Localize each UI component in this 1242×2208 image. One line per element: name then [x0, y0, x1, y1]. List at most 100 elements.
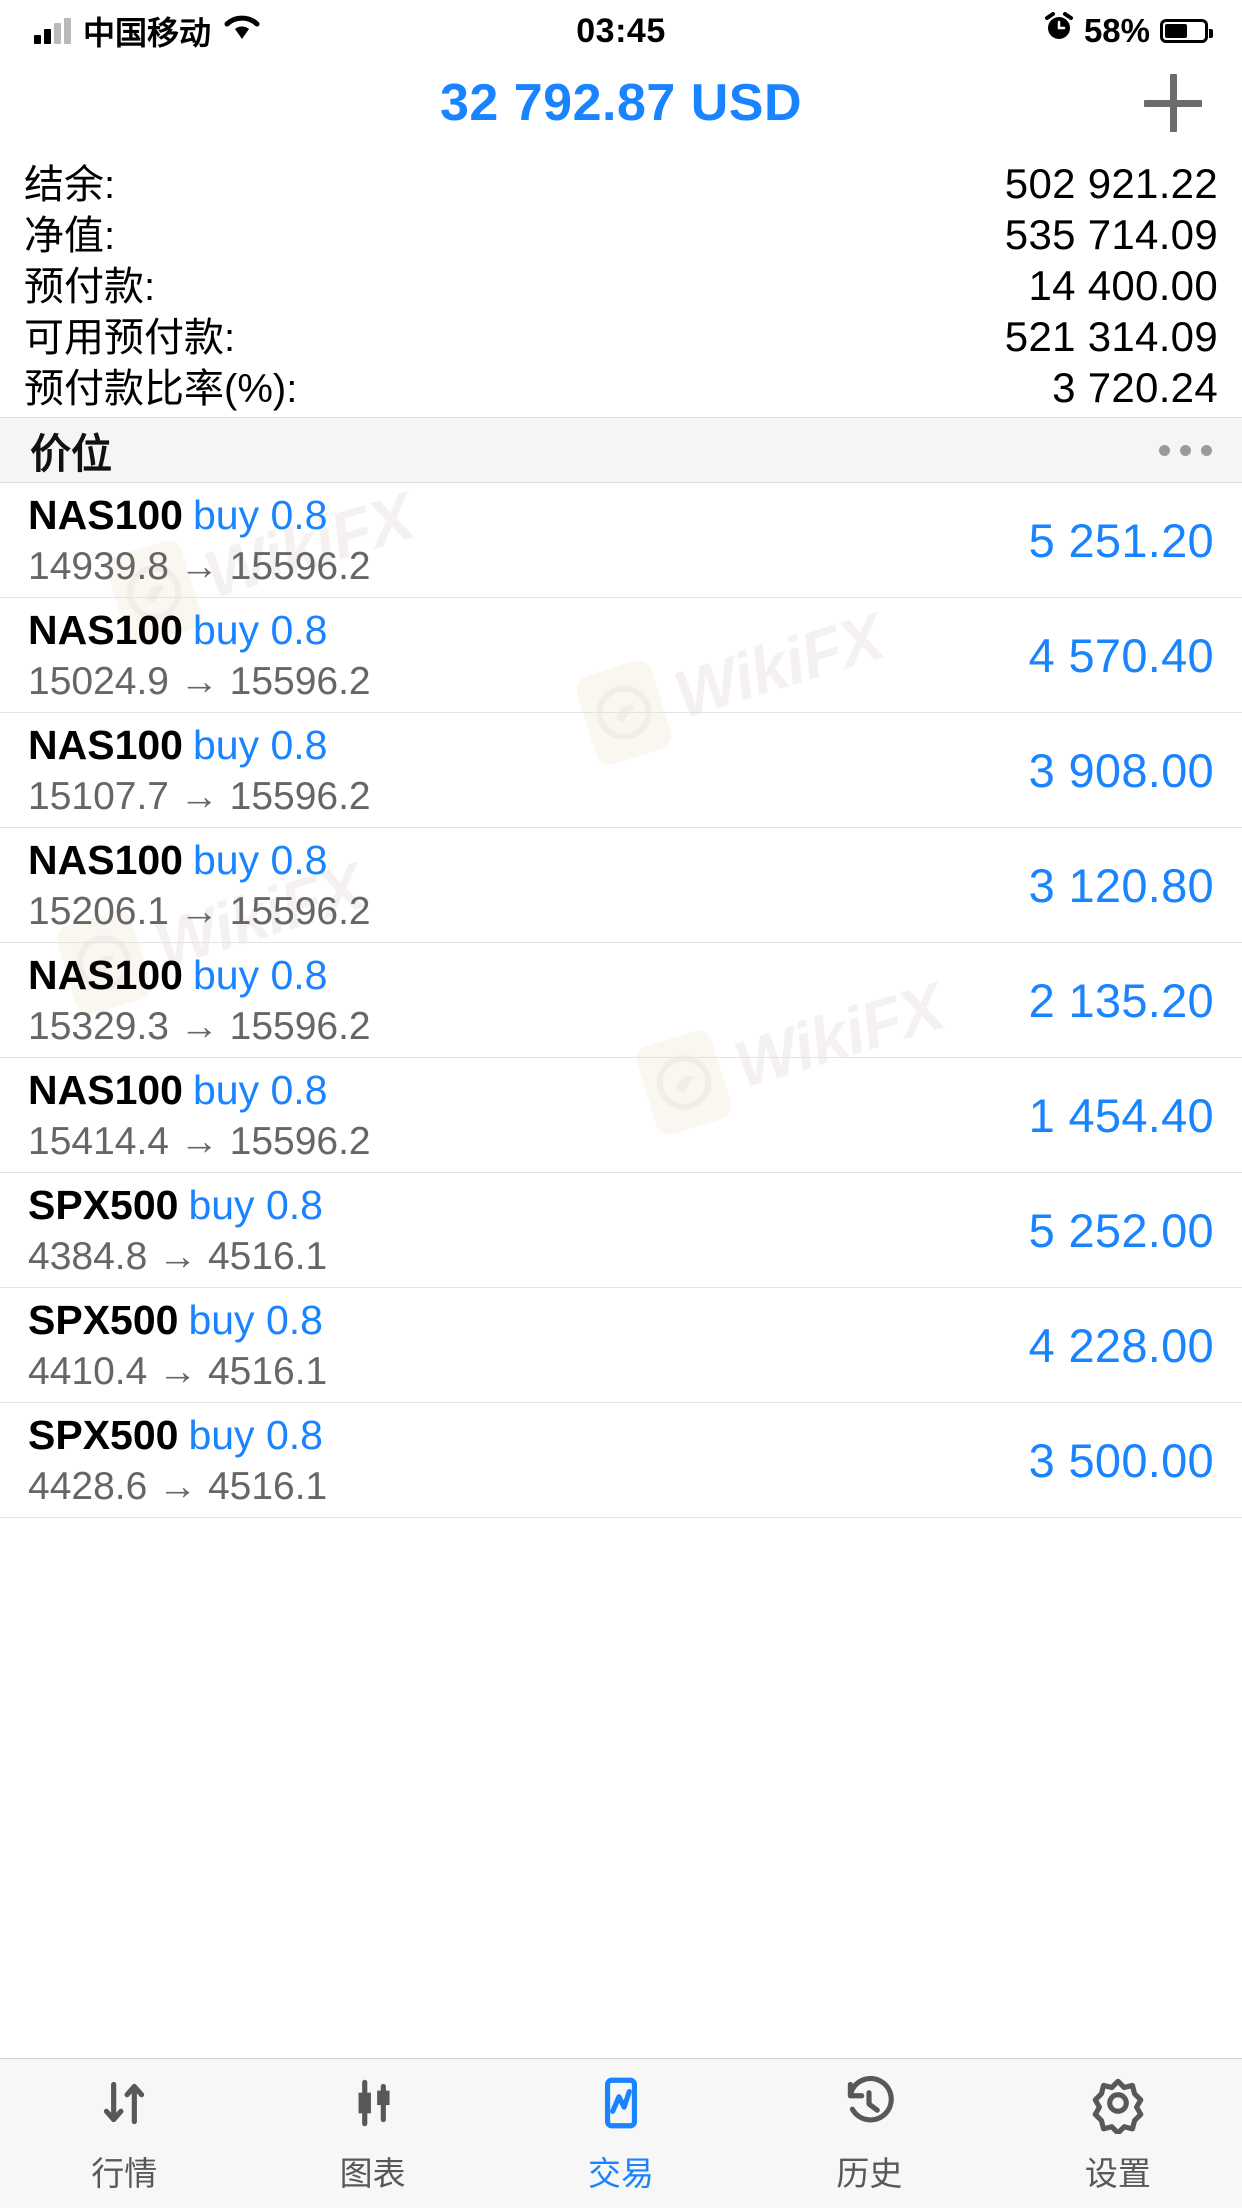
position-profit: 3 500.00: [1028, 1433, 1214, 1487]
position-profit: 4 228.00: [1028, 1318, 1214, 1372]
battery-icon: [1160, 19, 1213, 43]
position-prices: 14939.8 → 15596.2: [28, 544, 371, 588]
trade-line-chart-icon: [590, 2072, 652, 2139]
position-row[interactable]: NAS100 buy 0.8 14939.8 → 15596.2 5 251.20: [0, 483, 1242, 598]
position-prices: 15206.1 → 15596.2: [28, 889, 371, 933]
tab-label: 历史: [836, 2155, 903, 2192]
position-title: NAS100 buy 0.8: [28, 492, 371, 539]
tab-trade[interactable]: 交易: [497, 2059, 745, 2208]
positions-section-title: 价位: [30, 431, 112, 477]
position-title: NAS100 buy 0.8: [28, 607, 371, 654]
position-prices: 4428.6 → 4516.1: [28, 1464, 328, 1508]
summary-row: 净值: 535 714.09: [24, 203, 1218, 258]
wifi-icon: [223, 12, 261, 50]
position-title: SPX500 buy 0.8: [28, 1412, 327, 1459]
tab-quotes[interactable]: 行情: [0, 2059, 248, 2208]
position-row[interactable]: NAS100 buy 0.8 15024.9 → 15596.2 4 570.40: [0, 598, 1242, 713]
position-profit: 3 120.80: [1028, 858, 1214, 912]
position-row[interactable]: SPX500 buy 0.8 4410.4 → 4516.1 4 228.00: [0, 1288, 1242, 1403]
summary-row: 预付款比率(%): 3 720.24: [24, 356, 1218, 411]
position-profit: 5 252.00: [1028, 1203, 1214, 1257]
position-row[interactable]: SPX500 buy 0.8 4384.8 → 4516.1 5 252.00: [0, 1173, 1242, 1288]
positions-list[interactable]: WikiFX WikiFX WikiFX WikiFX: [0, 483, 1242, 2058]
summary-label: 净值:: [24, 214, 116, 258]
position-symbol: SPX500: [28, 1181, 179, 1228]
tab-settings[interactable]: 设置: [994, 2059, 1242, 2208]
position-side-volume: buy 0.8: [192, 1066, 328, 1113]
position-symbol: NAS100: [28, 1066, 183, 1113]
tab-history[interactable]: 历史: [745, 2059, 993, 2208]
summary-value: 502 921.22: [1004, 160, 1218, 207]
position-info: NAS100 buy 0.8 15414.4 → 15596.2: [28, 1067, 371, 1164]
position-title: NAS100 buy 0.8: [28, 722, 371, 769]
status-bar-left: 中国移动: [34, 8, 261, 54]
status-bar-time: 03:45: [576, 11, 666, 50]
positions-section-header[interactable]: 价位: [0, 417, 1242, 483]
position-info: NAS100 buy 0.8 15206.1 → 15596.2: [28, 837, 371, 934]
position-title: NAS100 buy 0.8: [28, 952, 371, 999]
position-side-volume: buy 0.8: [192, 606, 328, 653]
position-prices: 15024.9 → 15596.2: [28, 659, 371, 703]
position-side-volume: buy 0.8: [192, 951, 328, 998]
account-balance-title: 32 792.87 USD: [439, 74, 803, 132]
position-side-volume: buy 0.8: [188, 1296, 323, 1343]
candlestick-chart-icon: [342, 2072, 404, 2139]
bottom-tab-bar: 行情 图表 交易 历史 设置: [0, 2058, 1242, 2208]
summary-value: 14 400.00: [1028, 262, 1218, 309]
position-profit: 5 251.20: [1028, 513, 1214, 567]
summary-label: 可用预付款:: [24, 316, 236, 360]
summary-value: 521 314.09: [1004, 313, 1218, 360]
position-symbol: NAS100: [28, 836, 183, 883]
position-side-volume: buy 0.8: [188, 1181, 323, 1228]
summary-label: 预付款:: [24, 265, 156, 309]
tab-label: 图表: [339, 2155, 406, 2192]
summary-value: 535 714.09: [1004, 211, 1218, 258]
position-row[interactable]: SPX500 buy 0.8 4428.6 → 4516.1 3 500.00: [0, 1403, 1242, 1518]
position-row[interactable]: NAS100 buy 0.8 15414.4 → 15596.2 1 454.40: [0, 1058, 1242, 1173]
summary-row: 预付款: 14 400.00: [24, 254, 1218, 309]
position-prices: 15107.7 → 15596.2: [28, 774, 371, 818]
position-row[interactable]: NAS100 buy 0.8 15206.1 → 15596.2 3 120.80: [0, 828, 1242, 943]
position-title: NAS100 buy 0.8: [28, 837, 371, 884]
position-info: NAS100 buy 0.8 14939.8 → 15596.2: [28, 492, 371, 589]
position-symbol: SPX500: [28, 1411, 179, 1458]
position-info: NAS100 buy 0.8 15329.3 → 15596.2: [28, 952, 371, 1049]
more-options-icon[interactable]: [1159, 444, 1212, 456]
position-title: SPX500 buy 0.8: [28, 1297, 327, 1344]
settings-gear-icon: [1087, 2072, 1149, 2139]
position-symbol: SPX500: [28, 1296, 179, 1343]
history-clock-icon: [838, 2072, 900, 2139]
position-profit: 1 454.40: [1028, 1088, 1214, 1142]
position-symbol: NAS100: [28, 721, 183, 768]
position-info: SPX500 buy 0.8 4384.8 → 4516.1: [28, 1182, 327, 1279]
position-profit: 4 570.40: [1028, 628, 1214, 682]
position-info: NAS100 buy 0.8 15107.7 → 15596.2: [28, 722, 371, 819]
position-prices: 15329.3 → 15596.2: [28, 1004, 371, 1048]
tab-charts[interactable]: 图表: [248, 2059, 496, 2208]
position-title: NAS100 buy 0.8: [28, 1067, 371, 1114]
tab-label: 设置: [1084, 2155, 1151, 2192]
position-profit: 2 135.20: [1028, 973, 1214, 1027]
position-info: NAS100 buy 0.8 15024.9 → 15596.2: [28, 607, 371, 704]
position-row[interactable]: NAS100 buy 0.8 15107.7 → 15596.2 3 908.00: [0, 713, 1242, 828]
battery-percent-label: 58%: [1083, 12, 1150, 49]
position-row[interactable]: NAS100 buy 0.8 15329.3 → 15596.2 2 135.20: [0, 943, 1242, 1058]
alarm-clock-icon: [1044, 12, 1074, 50]
position-prices: 4384.8 → 4516.1: [28, 1234, 328, 1278]
position-symbol: NAS100: [28, 951, 183, 998]
summary-value: 3 720.24: [1052, 364, 1218, 411]
position-info: SPX500 buy 0.8 4428.6 → 4516.1: [28, 1412, 327, 1509]
tab-label: 行情: [91, 2155, 158, 2192]
position-side-volume: buy 0.8: [192, 721, 328, 768]
account-header: 32 792.87 USD: [0, 62, 1242, 144]
position-symbol: NAS100: [28, 491, 183, 538]
position-title: SPX500 buy 0.8: [28, 1182, 327, 1229]
status-bar-right: 58%: [1044, 12, 1213, 50]
summary-row: 可用预付款: 521 314.09: [24, 305, 1218, 360]
account-summary: 结余: 502 921.22 净值: 535 714.09 预付款: 14 40…: [0, 144, 1242, 417]
position-prices: 15414.4 → 15596.2: [28, 1119, 371, 1163]
add-icon[interactable]: [1144, 74, 1202, 132]
tab-label: 交易: [588, 2155, 655, 2192]
position-info: SPX500 buy 0.8 4410.4 → 4516.1: [28, 1297, 327, 1394]
position-side-volume: buy 0.8: [192, 836, 328, 883]
